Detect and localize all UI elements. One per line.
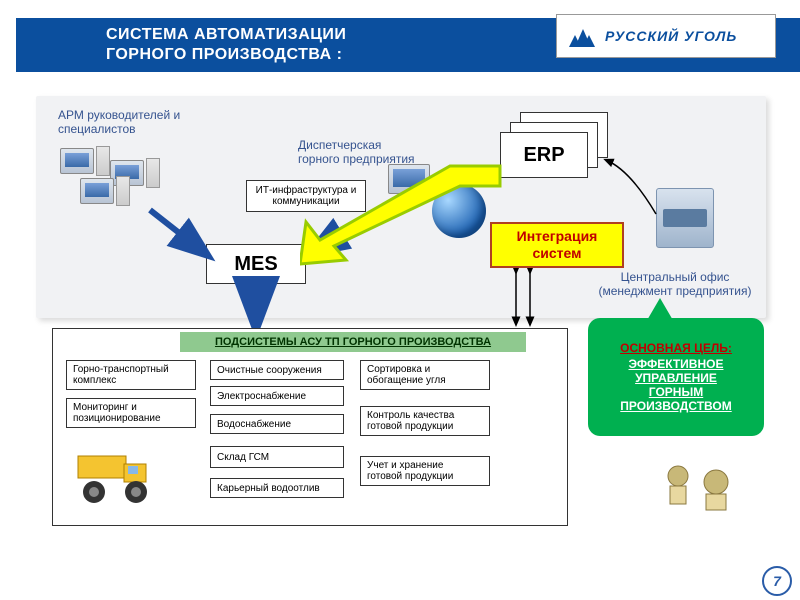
subsystem-cell: Мониторинг и позиционирование xyxy=(66,398,196,428)
subsystems-title: ПОДСИСТЕМЫ АСУ ТП ГОРНОГО ПРОИЗВОДСТВА xyxy=(180,332,526,352)
globe-icon xyxy=(432,184,486,238)
workstation-icon xyxy=(60,148,94,174)
subsystem-cell: Очистные сооружения xyxy=(210,360,344,380)
goal-line: ПРОИЗВОДСТВОМ xyxy=(620,399,731,413)
subsystem-cell: Горно-транспортный комплекс xyxy=(66,360,196,390)
goal-line: ОСНОВНАЯ ЦЕЛЬ: xyxy=(620,341,732,355)
workstation-icon xyxy=(80,178,114,204)
subsystem-cell: Контроль качества готовой продукции xyxy=(360,406,490,436)
page-title: СИСТЕМА АВТОМАТИЗАЦИИ ГОРНОГО ПРОИЗВОДСТ… xyxy=(106,25,346,65)
label-office: Центральный офис (менеджмент предприятия… xyxy=(580,270,770,298)
goal-line: ГОРНЫМ xyxy=(649,385,703,399)
page-number: 7 xyxy=(762,566,792,596)
company-logo: РУССКИЙ УГОЛЬ xyxy=(556,14,776,58)
subsystem-cell: Учет и хранение готовой продукции xyxy=(360,456,490,486)
mining-truck-icon xyxy=(74,448,160,506)
logo-text: РУССКИЙ УГОЛЬ xyxy=(605,28,737,44)
goal-line: УПРАВЛЕНИЕ xyxy=(635,371,717,385)
goal-bubble: ОСНОВНАЯ ЦЕЛЬ: ЭФФЕКТИВНОЕ УПРАВЛЕНИЕ ГО… xyxy=(588,318,764,436)
label-arm: АРМ руководителей и специалистов xyxy=(58,108,208,136)
subsystem-cell: Склад ГСМ xyxy=(210,446,344,468)
server-icon xyxy=(656,188,714,248)
label-dispatch: Диспетчерская горного предприятия xyxy=(298,138,438,166)
integration-box: Интеграция систем xyxy=(490,222,624,268)
subsystem-cell: Карьерный водоотлив xyxy=(210,478,344,498)
logo-triangles-icon xyxy=(563,21,597,51)
subsystem-cell: Сортировка и обогащение угля xyxy=(360,360,490,390)
mes-box: MES xyxy=(206,244,306,284)
sensor-devices-icon xyxy=(660,456,740,516)
subsystem-cell: Электроснабжение xyxy=(210,386,344,406)
erp-box: ERP xyxy=(500,132,588,178)
goal-line: ЭФФЕКТИВНОЕ xyxy=(629,357,724,371)
dispatch-computer-icon xyxy=(388,164,430,194)
subsystem-cell: Водоснабжение xyxy=(210,414,344,434)
it-infra-box: ИТ-инфраструктура и коммуникации xyxy=(246,180,366,212)
